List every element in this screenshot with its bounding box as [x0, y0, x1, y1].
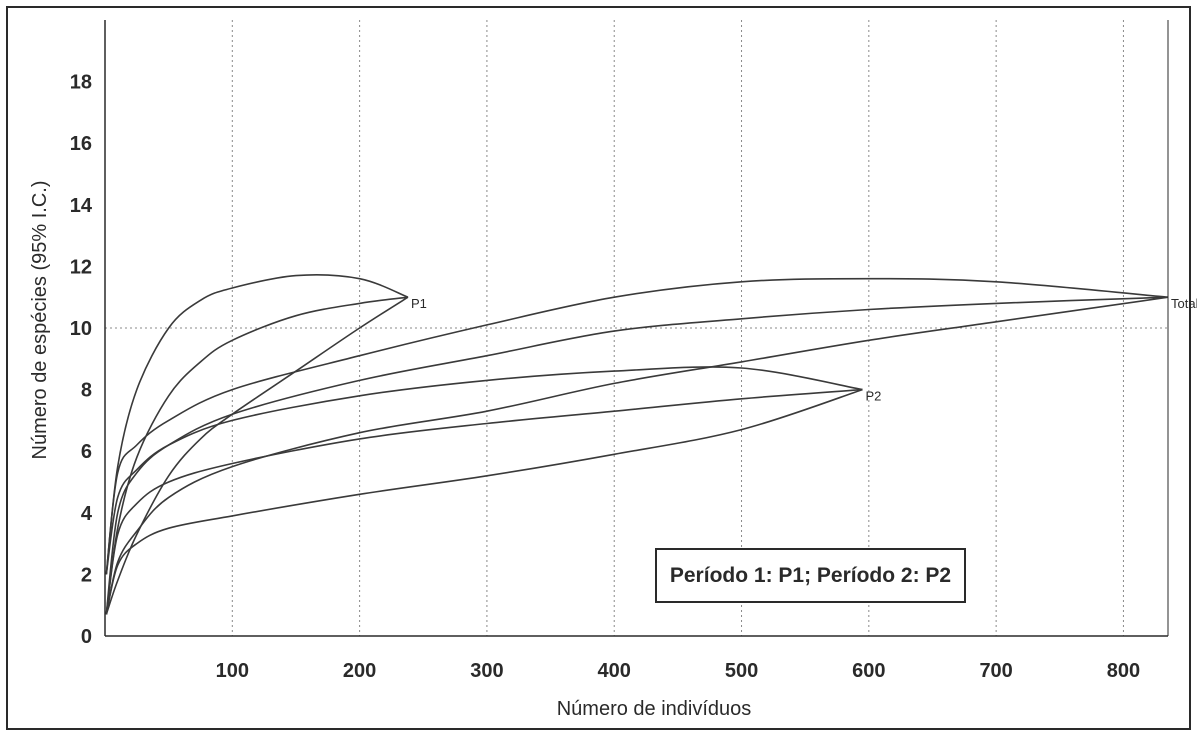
p1-mean-curve: [105, 296, 409, 615]
chart-frame: [6, 6, 1191, 730]
x-tick-label: 500: [725, 660, 758, 682]
y-tick-label: 18: [70, 72, 92, 94]
x-tick-label: 100: [216, 660, 249, 682]
y-tick-label: 14: [70, 195, 93, 217]
x-tick-label: 600: [852, 660, 885, 682]
p2-upper-curve: [105, 366, 863, 575]
legend-text: Período 1: P1; Período 2: P2: [669, 563, 952, 587]
x-tick-label: 700: [979, 660, 1012, 682]
p1-upper-curve: [105, 274, 409, 575]
total-end-label: Total: [1171, 296, 1197, 311]
y-tick-label: 0: [81, 626, 92, 648]
x-tick-label: 400: [598, 660, 631, 682]
p2-mean-curve: [105, 388, 863, 615]
y-tick-label: 16: [70, 133, 92, 155]
y-axis-title: Número de espécies (95% I.C.): [29, 180, 51, 459]
y-tick-label: 10: [70, 318, 92, 340]
tick-layer: 100 200 300 400 500 600 700 800 0 2 4 6 8 10 12 14 16 18: [70, 72, 1140, 682]
total-mean-curve: [105, 296, 1169, 615]
axis-layer: [104, 20, 1169, 637]
p1-end-label: P1: [411, 296, 427, 311]
label-layer: P1 P2 Total: [411, 296, 1197, 403]
x-tick-label: 800: [1107, 660, 1140, 682]
y-tick-label: 6: [81, 441, 92, 463]
y-tick-label: 8: [81, 380, 92, 402]
p2-lower-curve: [105, 388, 863, 615]
total-lower-curve: [105, 296, 1169, 615]
total-upper-curve: [105, 277, 1169, 575]
y-tick-label: 4: [81, 503, 93, 525]
y-tick-label: 2: [81, 564, 92, 586]
x-tick-label: 300: [470, 660, 503, 682]
legend-box: Período 1: P1; Período 2: P2: [655, 548, 966, 603]
y-tick-label: 12: [70, 256, 92, 278]
p1-lower-curve: [105, 296, 409, 615]
curve-layer: [105, 274, 1169, 615]
x-axis-title: Número de indivíduos: [557, 698, 752, 720]
x-tick-label: 200: [343, 660, 376, 682]
p2-end-label: P2: [865, 389, 881, 404]
